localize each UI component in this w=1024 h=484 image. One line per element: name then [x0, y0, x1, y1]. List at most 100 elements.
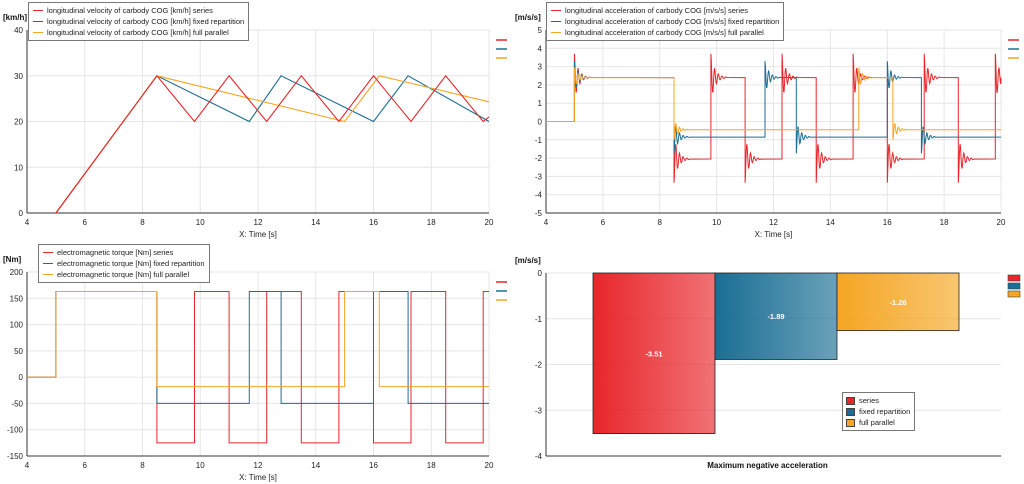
- legend-label: electromagnetic torque [Nm] series: [57, 248, 174, 257]
- x-tick-label: 4: [544, 218, 549, 227]
- x-tick-label: 8: [658, 218, 663, 227]
- legend-line-icon: [33, 9, 43, 12]
- x-tick-label: 16: [883, 218, 892, 227]
- y-tick-label: -1: [535, 315, 543, 324]
- series-line-series[interactable]: [546, 53, 1002, 183]
- x-tick-label: 12: [769, 218, 778, 227]
- legend-label: longitudinal acceleration of carbody COG…: [565, 6, 748, 15]
- y-axis-label: [m/s/s]: [515, 13, 541, 22]
- y-tick-label: -3: [535, 172, 543, 181]
- legend-swatch-icon: [846, 396, 855, 405]
- y-tick-label: 4: [538, 44, 543, 53]
- legend-entry[interactable]: longitudinal velocity of carbody COG [km…: [31, 16, 244, 27]
- acceleration-legend: longitudinal acceleration of carbody COG…: [546, 2, 785, 41]
- acceleration-chart-panel: 4 6 8 10 12 14 16 18 20 -5 -4 -3 -2 -1 0 1 2 3 4 5 [m/s/s] X:…: [512, 0, 1024, 242]
- y-tick-label: 100: [10, 321, 24, 330]
- y-tick-label: -2: [535, 361, 543, 370]
- y-tick-label: -100: [7, 426, 24, 435]
- series-line-series[interactable]: [27, 291, 489, 444]
- x-axis-label: X: Time [s]: [239, 473, 277, 482]
- max-accel-chart-panel: -4 -3 -2 -1 0 [m/s/s] Maximum negative acceler…: [512, 242, 1024, 484]
- torque-chart-panel: 4 6 8 10 12 14 16 18 20 -150 -100 -50 0 50 100 150 200 [N…: [0, 242, 512, 484]
- legend-entry[interactable]: full parallel: [845, 417, 910, 428]
- x-tick-label: 4: [25, 218, 30, 227]
- y-tick-label: 200: [10, 268, 24, 277]
- x-tick-label: 14: [311, 218, 320, 227]
- x-tick-label: 18: [427, 461, 436, 470]
- x-tick-label: 18: [940, 218, 949, 227]
- y-tick-label: 50: [14, 347, 23, 356]
- x-tick-label: 14: [826, 218, 835, 227]
- y-tick-label: 30: [14, 72, 23, 81]
- bar-series[interactable]: [592, 272, 716, 434]
- legend-line-icon: [551, 20, 561, 23]
- legend-entry[interactable]: longitudinal velocity of carbody COG [km…: [31, 5, 244, 16]
- y-axis-label: [km/h]: [3, 13, 27, 22]
- y-axis-label: [m/s/s]: [515, 256, 541, 265]
- y-tick-label: -50: [11, 399, 23, 408]
- y-tick-label: -4: [535, 452, 543, 461]
- x-tick-label: 8: [140, 461, 145, 470]
- legend-line-icon: [43, 251, 53, 254]
- series-marker-fixed: [1007, 282, 1021, 290]
- y-tick-label: -2: [535, 154, 543, 163]
- legend-line-icon: [43, 262, 53, 265]
- y-tick-label: 0: [19, 373, 24, 382]
- bar-fixed[interactable]: [714, 272, 838, 360]
- legend-label: longitudinal acceleration of carbody COG…: [565, 17, 780, 26]
- x-tick-label: 8: [140, 218, 145, 227]
- series-line-parallel[interactable]: [27, 291, 489, 388]
- y-tick-label: -4: [535, 191, 543, 200]
- legend-entry[interactable]: electromagnetic torque [Nm] full paralle…: [41, 269, 205, 280]
- x-tick-label: 6: [601, 218, 606, 227]
- torque-legend: electromagnetic torque [Nm] series electr…: [38, 244, 210, 283]
- legend-label: fixed repartition: [859, 407, 911, 416]
- y-tick-label: 1: [538, 99, 543, 108]
- legend-entry[interactable]: electromagnetic torque [Nm] fixed repart…: [41, 258, 205, 269]
- y-tick-label: -1: [535, 136, 543, 145]
- x-tick-label: 20: [485, 461, 494, 470]
- y-tick-label: 150: [10, 294, 24, 303]
- series-marker-parallel: [1007, 290, 1021, 298]
- series-line-parallel[interactable]: [546, 67, 1002, 140]
- bar-parallel[interactable]: [836, 272, 960, 332]
- legend-entry[interactable]: electromagnetic torque [Nm] series: [41, 247, 205, 258]
- legend-entry[interactable]: longitudinal acceleration of carbody COG…: [549, 16, 779, 27]
- y-tick-label: 5: [538, 26, 543, 35]
- series-line-series[interactable]: [55, 74, 490, 214]
- series-marker-series: [1007, 274, 1021, 282]
- velocity-legend: longitudinal velocity of carbody COG [km…: [28, 2, 250, 41]
- legend-line-icon: [43, 273, 53, 276]
- x-axis-label: Maximum negative acceleration: [707, 461, 828, 470]
- legend-entry[interactable]: longitudinal acceleration of carbody COG…: [549, 5, 779, 16]
- x-axis-label: X: Time [s]: [239, 230, 277, 239]
- velocity-chart-panel: 4 6 8 10 12 14 16 18 20 0 10 20 30 40 [km/h] X: Time [s…: [0, 0, 512, 242]
- legend-label: longitudinal velocity of carbody COG [km…: [47, 17, 245, 26]
- y-tick-label: 2: [538, 81, 543, 90]
- y-tick-label: 0: [19, 209, 24, 218]
- legend-label: longitudinal velocity of carbody COG [km…: [47, 6, 213, 15]
- max-accel-legend: series fixed repartition full parallel: [842, 392, 916, 431]
- y-tick-label: 0: [538, 269, 543, 278]
- series-line-parallel[interactable]: [55, 75, 490, 214]
- bar-value-label: -1.26: [889, 298, 906, 307]
- y-tick-label: 40: [14, 26, 23, 35]
- x-tick-label: 16: [369, 461, 378, 470]
- legend-label: longitudinal acceleration of carbody COG…: [565, 28, 764, 37]
- bar-value-label: -3.51: [645, 349, 662, 358]
- legend-entry[interactable]: longitudinal velocity of carbody COG [km…: [31, 27, 244, 38]
- legend-entry[interactable]: longitudinal acceleration of carbody COG…: [549, 27, 779, 38]
- y-tick-label: -5: [535, 209, 543, 218]
- series-line-fixed[interactable]: [55, 75, 490, 214]
- acceleration-chart[interactable]: 4 6 8 10 12 14 16 18 20-5-4-3-2-1012345[m/s/s]X:…: [512, 0, 1024, 242]
- legend-line-icon: [33, 20, 43, 23]
- legend-swatch-icon: [846, 418, 855, 427]
- legend-label: electromagnetic torque [Nm] fixed repart…: [57, 259, 205, 268]
- legend-line-icon: [551, 9, 561, 12]
- legend-entry[interactable]: series: [845, 395, 910, 406]
- max-accel-chart[interactable]: -4 -3 -2 -1 0 [m/s/s] Maximum negative acceler…: [512, 242, 1024, 484]
- legend-label: full parallel: [859, 418, 895, 427]
- legend-entry[interactable]: fixed repartition: [845, 406, 910, 417]
- y-tick-label: -150: [7, 452, 24, 461]
- x-tick-label: 20: [997, 218, 1006, 227]
